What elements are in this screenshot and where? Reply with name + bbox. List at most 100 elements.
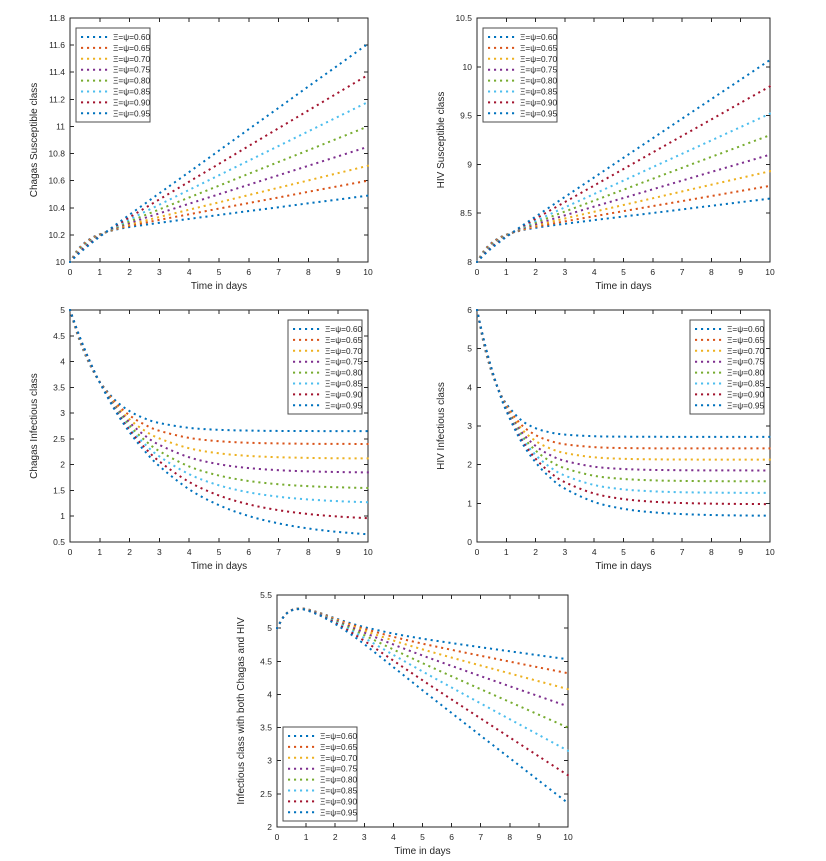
y-tick-label: 3 xyxy=(467,421,472,431)
x-tick-label: 5 xyxy=(420,832,425,842)
x-tick-label: 8 xyxy=(306,267,311,277)
legend-label: Ξ=ψ=0.90 xyxy=(113,97,151,107)
y-tick-label: 8 xyxy=(467,257,472,267)
y-tick-label: 4.5 xyxy=(260,656,272,666)
series-line-Ξ=ψ=0.80 xyxy=(69,125,369,263)
series-line-Ξ=ψ=0.75 xyxy=(276,607,569,708)
legend-label: Ξ=ψ=0.85 xyxy=(520,87,558,97)
legend-label: Ξ=ψ=0.60 xyxy=(520,32,558,42)
y-tick-label: 10.2 xyxy=(48,230,65,240)
series-line-Ξ=ψ=0.75 xyxy=(476,153,771,263)
x-tick-label: 6 xyxy=(246,547,251,557)
legend-label: Ξ=ψ=0.70 xyxy=(320,753,358,763)
series-line-Ξ=ψ=0.60 xyxy=(476,309,771,438)
series-line-Ξ=ψ=0.95 xyxy=(476,309,771,517)
legend-label: Ξ=ψ=0.70 xyxy=(113,54,151,64)
legend-label: Ξ=ψ=0.75 xyxy=(113,65,151,75)
x-tick-label: 0 xyxy=(275,832,280,842)
x-tick-label: 3 xyxy=(157,547,162,557)
legend-label: Ξ=ψ=0.85 xyxy=(325,379,363,389)
series-line-Ξ=ψ=0.80 xyxy=(476,133,771,263)
y-tick-label: 3 xyxy=(60,408,65,418)
series-line-Ξ=ψ=0.90 xyxy=(476,84,771,263)
x-tick-label: 6 xyxy=(650,547,655,557)
y-tick-label: 4 xyxy=(267,689,272,699)
y-tick-label: 0.5 xyxy=(53,537,65,547)
y-axis-label: Chagas Infectious class xyxy=(29,373,40,479)
legend-label: Ξ=ψ=0.60 xyxy=(320,731,358,741)
x-tick-label: 6 xyxy=(650,267,655,277)
legend-label: Ξ=ψ=0.90 xyxy=(520,97,558,107)
y-tick-label: 6 xyxy=(467,305,472,315)
y-axis-label: HIV Infectious class xyxy=(436,382,447,470)
x-tick-label: 5 xyxy=(217,267,222,277)
legend-label: Ξ=ψ=0.95 xyxy=(113,108,151,118)
x-tick-label: 4 xyxy=(592,547,597,557)
legend-label: Ξ=ψ=0.80 xyxy=(520,76,558,86)
y-tick-label: 8.5 xyxy=(460,208,472,218)
x-tick-label: 6 xyxy=(246,267,251,277)
y-tick-label: 3.5 xyxy=(260,723,272,733)
series-line-Ξ=ψ=0.75 xyxy=(69,145,369,263)
series-line-Ξ=ψ=0.65 xyxy=(476,309,771,450)
legend-label: Ξ=ψ=0.90 xyxy=(320,796,358,806)
y-tick-label: 5.5 xyxy=(260,590,272,600)
x-tick-label: 0 xyxy=(68,267,73,277)
x-tick-label: 1 xyxy=(504,547,509,557)
legend-label: Ξ=ψ=0.95 xyxy=(520,108,558,118)
x-tick-label: 4 xyxy=(391,832,396,842)
x-tick-label: 7 xyxy=(276,547,281,557)
legend-label: Ξ=ψ=0.80 xyxy=(325,368,363,378)
legend-label: Ξ=ψ=0.85 xyxy=(320,786,358,796)
x-tick-label: 7 xyxy=(276,267,281,277)
y-tick-label: 10.6 xyxy=(48,176,65,186)
series-line-Ξ=ψ=0.95 xyxy=(69,309,369,536)
x-tick-label: 5 xyxy=(217,547,222,557)
axes-box xyxy=(276,594,569,828)
y-axis-label: HIV Susceptible class xyxy=(436,92,447,189)
legend: Ξ=ψ=0.60Ξ=ψ=0.65Ξ=ψ=0.70Ξ=ψ=0.75Ξ=ψ=0.80… xyxy=(482,27,558,123)
x-tick-label: 9 xyxy=(336,547,341,557)
legend-label: Ξ=ψ=0.90 xyxy=(325,389,363,399)
y-tick-label: 5 xyxy=(60,305,65,315)
series-line-Ξ=ψ=0.85 xyxy=(69,100,369,263)
chart-hiv-susceptible: 0 1 2 3 4 5 6 7 8 9 10 8 8.5 9 9.5 10 10.5 Time in days HI… xyxy=(436,13,775,292)
x-tick-label: 3 xyxy=(362,832,367,842)
x-tick-label: 5 xyxy=(621,547,626,557)
series-line-Ξ=ψ=0.65 xyxy=(276,607,569,675)
series-line-Ξ=ψ=0.95 xyxy=(476,58,771,263)
series-line-Ξ=ψ=0.60 xyxy=(69,194,369,263)
x-tick-label: 7 xyxy=(680,267,685,277)
x-tick-label: 0 xyxy=(475,267,480,277)
series-group xyxy=(69,42,369,263)
y-tick-label: 2.5 xyxy=(260,789,272,799)
x-tick-label: 4 xyxy=(592,267,597,277)
legend-label: Ξ=ψ=0.65 xyxy=(325,335,363,345)
series-line-Ξ=ψ=0.70 xyxy=(276,607,569,691)
series-line-Ξ=ψ=0.85 xyxy=(476,112,771,263)
legend: Ξ=ψ=0.60Ξ=ψ=0.65Ξ=ψ=0.70Ξ=ψ=0.75Ξ=ψ=0.80… xyxy=(689,319,765,415)
series-line-Ξ=ψ=0.90 xyxy=(69,309,369,520)
legend-box xyxy=(287,319,363,415)
legend-box xyxy=(75,27,151,123)
chart-chagas-susceptible: 0 1 2 3 4 5 6 7 8 9 10 10 10.2 10.4 10.6 10.8 11 11.2 11.4… xyxy=(29,13,373,292)
y-tick-label: 11 xyxy=(56,121,65,131)
legend-label: Ξ=ψ=0.75 xyxy=(520,65,558,75)
y-tick-label: 2.5 xyxy=(53,434,65,444)
legend-box xyxy=(482,27,558,123)
y-tick-label: 9.5 xyxy=(460,111,472,121)
y-tick-label: 0 xyxy=(467,537,472,547)
x-tick-label: 6 xyxy=(449,832,454,842)
x-tick-label: 1 xyxy=(504,267,509,277)
legend-label: Ξ=ψ=0.65 xyxy=(727,335,765,345)
legend-label: Ξ=ψ=0.90 xyxy=(727,389,765,399)
legend-label: Ξ=ψ=0.75 xyxy=(325,357,363,367)
legend-label: Ξ=ψ=0.85 xyxy=(727,379,765,389)
legend-label: Ξ=ψ=0.70 xyxy=(727,346,765,356)
y-tick-label: 1.5 xyxy=(53,485,65,495)
legend-box xyxy=(282,726,358,822)
legend-label: Ξ=ψ=0.95 xyxy=(320,807,358,817)
legend-label: Ξ=ψ=0.70 xyxy=(325,346,363,356)
series-line-Ξ=ψ=0.60 xyxy=(276,607,569,661)
legend-label: Ξ=ψ=0.75 xyxy=(320,764,358,774)
